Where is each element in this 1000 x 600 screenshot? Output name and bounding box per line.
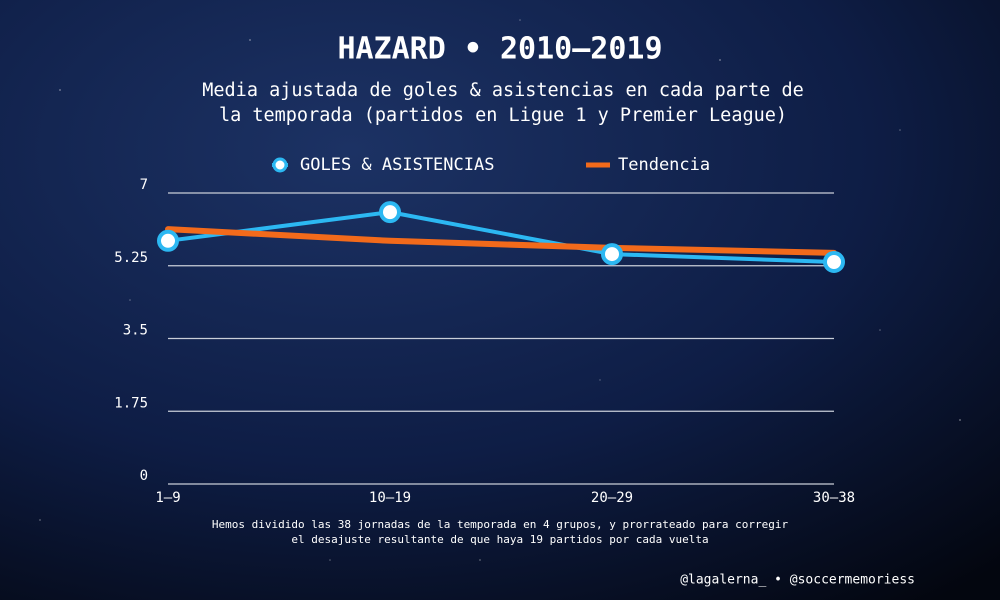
y-tick-label: 7 xyxy=(140,177,148,193)
legend-label: GOLES & ASISTENCIAS xyxy=(300,155,494,175)
data-point xyxy=(823,251,845,274)
y-tick-label: 5.25 xyxy=(114,250,148,266)
x-tick-label: 10–19 xyxy=(369,490,411,506)
note: el desajuste resultante de que haya 19 p… xyxy=(291,533,708,546)
series-line xyxy=(165,226,837,256)
series-line xyxy=(166,210,836,265)
subtitle: Media ajustada de goles & asistencias en… xyxy=(202,80,803,101)
y-tick-label: 1.75 xyxy=(114,395,148,411)
x-tick-label: 20–29 xyxy=(591,490,633,506)
chart-title: HAZARD • 2010–2019 xyxy=(337,32,662,67)
x-tick-label: 1–9 xyxy=(155,490,180,506)
y-tick-label: 0 xyxy=(140,468,148,484)
legend-label: Tendencia xyxy=(618,155,710,175)
stars xyxy=(39,19,961,561)
subtitle: la temporada (partidos en Ligue 1 y Prem… xyxy=(219,105,787,126)
data-point xyxy=(379,201,401,224)
y-tick-label: 3.5 xyxy=(123,323,148,339)
legend-marker xyxy=(272,157,288,173)
note: Hemos dividido las 38 jornadas de la tem… xyxy=(212,518,789,531)
x-tick-label: 30–38 xyxy=(813,490,855,506)
data-point xyxy=(157,229,179,252)
credit: @lagalerna_ • @soccermemoriess xyxy=(680,573,915,588)
data-point xyxy=(601,243,623,266)
